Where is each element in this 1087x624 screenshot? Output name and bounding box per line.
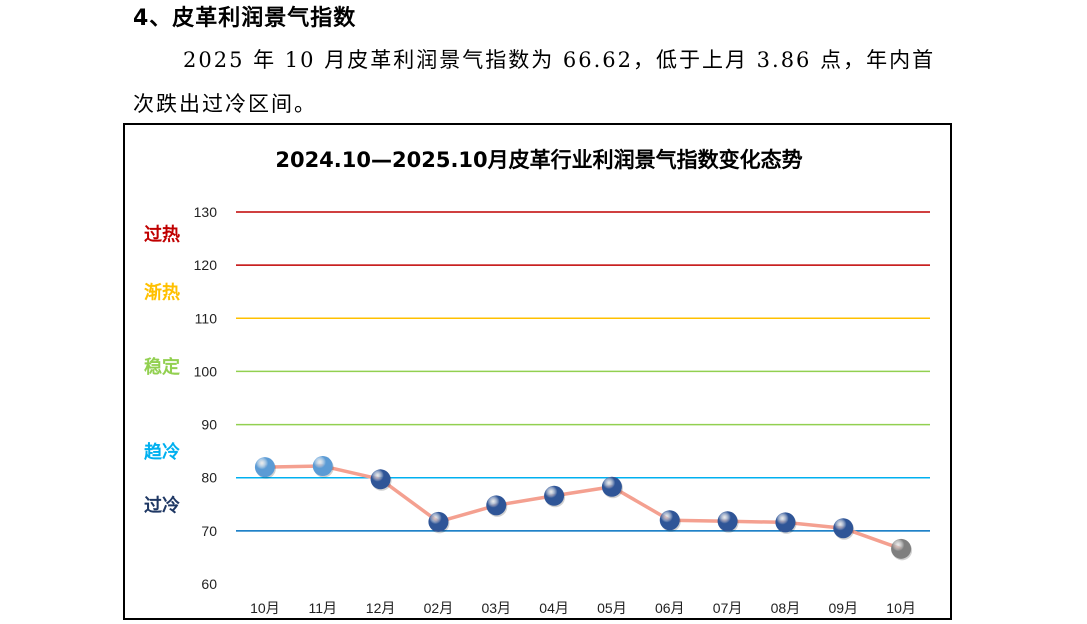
data-point	[312, 456, 333, 477]
x-tick-label: 02月	[424, 600, 454, 616]
y-tick-label: 110	[195, 310, 218, 326]
x-tick-label: 12月	[366, 600, 396, 616]
x-tick-label: 11月	[308, 600, 337, 616]
x-tick-label: 09月	[828, 600, 858, 616]
y-tick-label: 90	[201, 417, 217, 433]
data-point	[254, 457, 275, 478]
y-tick-label: 120	[194, 257, 218, 273]
profit-index-chart: 2024.10—2025.10月皮革行业利润景气指数变化态势 60 70 80 90 1…	[144, 148, 930, 616]
data-point	[659, 510, 680, 531]
y-tick-label: 80	[201, 470, 217, 486]
section-heading: 4、皮革利润景气指数	[133, 6, 357, 31]
data-point	[775, 512, 796, 533]
zone-label: 渐热	[144, 282, 180, 304]
x-tick-label: 05月	[597, 600, 627, 616]
x-tick-label: 06月	[655, 600, 685, 616]
data-point	[833, 518, 854, 539]
data-point	[891, 538, 912, 559]
data-point	[717, 511, 738, 532]
x-tick-label: 08月	[771, 600, 801, 616]
data-point	[370, 469, 391, 490]
x-tick-label: 04月	[539, 600, 569, 616]
x-tick-label: 07月	[713, 600, 743, 616]
chart-frame: 2024.10—2025.10月皮革行业利润景气指数变化态势 60 70 80 90 1…	[123, 123, 952, 620]
data-point	[428, 511, 449, 532]
data-point	[486, 495, 507, 516]
zone-label: 趋冷	[144, 441, 180, 463]
zone-label: 过冷	[144, 494, 180, 516]
chart-title: 2024.10—2025.10月皮革行业利润景气指数变化态势	[275, 148, 802, 172]
y-tick-label: 60	[201, 576, 217, 592]
x-tick-label: 10月	[886, 600, 916, 616]
x-tick-label: 03月	[481, 600, 511, 616]
y-tick-label: 100	[194, 363, 218, 379]
data-point	[544, 485, 565, 506]
data-point	[601, 476, 622, 497]
section-paragraph: 2025 年 10 月皮革利润景气指数为 66.62，低于上月 3.86 点，年…	[133, 48, 936, 116]
x-tick-label: 10月	[250, 600, 280, 616]
y-tick-label: 130	[194, 204, 218, 220]
zone-label: 过热	[144, 223, 180, 245]
zone-label: 稳定	[144, 356, 180, 378]
y-tick-label: 70	[201, 523, 217, 539]
